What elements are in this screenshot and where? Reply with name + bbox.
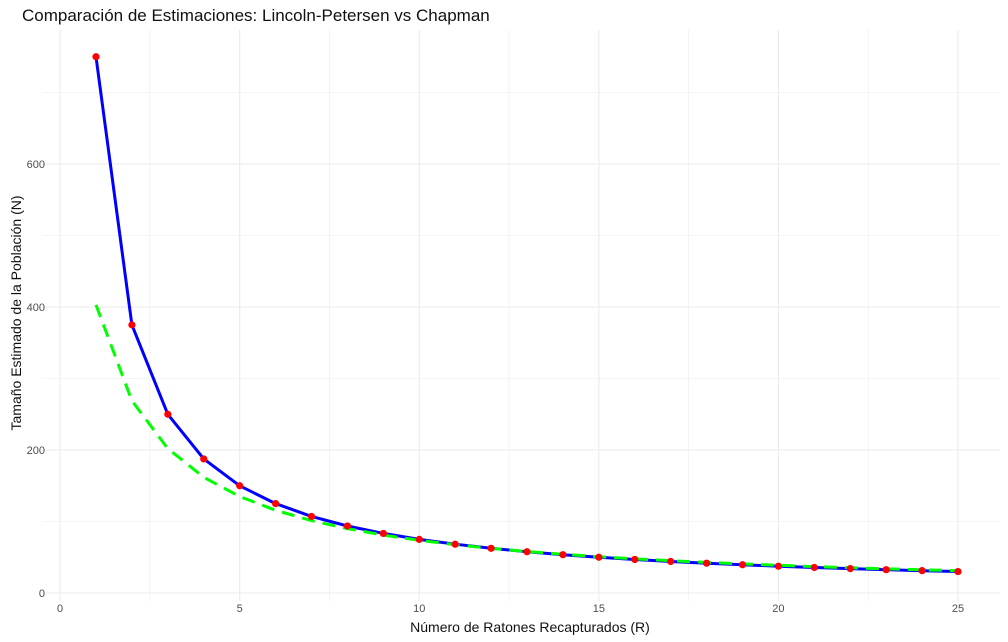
series-1-point xyxy=(595,553,603,561)
x-tick-label: 5 xyxy=(237,603,243,615)
series-1-point xyxy=(882,566,890,574)
series-1-point xyxy=(918,567,926,575)
y-axis-label: Tamaño Estimado de la Población (N) xyxy=(8,195,24,431)
x-tick-label: 15 xyxy=(593,603,605,615)
series-1-point xyxy=(236,482,244,490)
series-1-point xyxy=(631,555,639,564)
y-tick-label: 400 xyxy=(27,302,45,314)
series-1-point xyxy=(774,562,783,570)
series-1-point xyxy=(200,455,208,463)
x-axis-label: Número de Ratones Recapturados (R) xyxy=(410,619,650,635)
series-1-point xyxy=(307,512,316,521)
series-1-point xyxy=(810,563,818,572)
series-1-point xyxy=(954,567,962,576)
series-1-point xyxy=(559,551,567,559)
series-1-point xyxy=(702,559,711,567)
x-tick-label: 0 xyxy=(57,603,63,615)
series-1-point xyxy=(415,535,423,543)
series-1-point xyxy=(451,540,459,548)
x-tick-label: 10 xyxy=(413,603,425,615)
x-tick-label: 20 xyxy=(772,603,784,615)
series-1-point xyxy=(128,321,136,329)
series-1-point xyxy=(379,529,387,538)
series-1-point xyxy=(164,410,172,418)
x-tick-label: 25 xyxy=(952,603,964,615)
series-1-point xyxy=(846,565,854,573)
y-tick-label: 0 xyxy=(39,588,45,600)
y-tick-label: 600 xyxy=(27,159,45,171)
series-1-point xyxy=(523,548,531,556)
series-1-point xyxy=(343,522,352,530)
series-line-2 xyxy=(94,304,959,573)
series-line-1 xyxy=(94,55,960,573)
series-1-point xyxy=(487,544,495,552)
series-1-point xyxy=(271,500,280,508)
series-1-point xyxy=(667,557,675,566)
chart-title: Comparación de Estimaciones: Lincoln-Pet… xyxy=(22,6,490,25)
series-1-point xyxy=(92,53,100,61)
y-tick-label: 200 xyxy=(27,445,45,457)
series-1-point xyxy=(738,561,747,569)
